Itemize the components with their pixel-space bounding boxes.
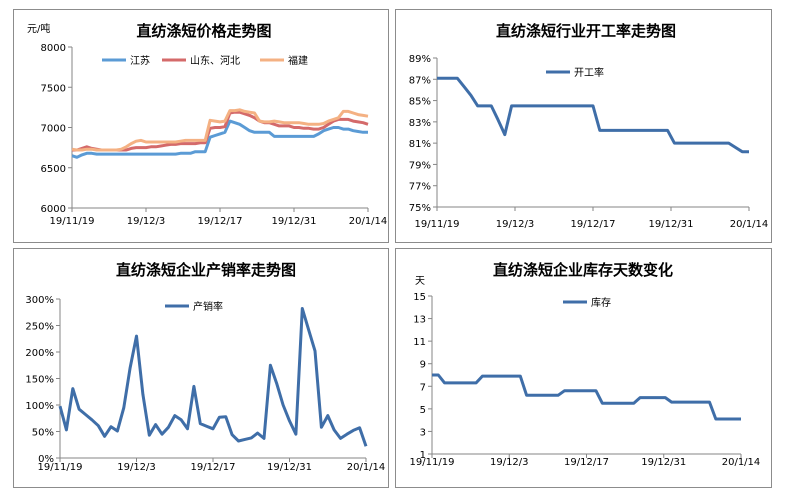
series-line-1 — [432, 373, 741, 421]
price-chart-panel: 直纺涤短价格走势图 元/吨 6000 6500 7000 7500 8000 19/11/… — [13, 9, 389, 243]
x-tick-label: 19/12/17 — [198, 216, 243, 227]
legend-label: 产销率 — [193, 300, 223, 313]
y-tick-label: 83% — [409, 118, 431, 129]
y-tick-label: 200% — [25, 348, 54, 359]
y-tick-label: 11 — [413, 337, 426, 348]
y-tick-label: 150% — [25, 375, 54, 386]
series-line-1 — [437, 76, 749, 154]
x-tick-label: 19/12/17 — [191, 462, 236, 473]
legend-label: 江苏 — [130, 54, 150, 67]
y-tick-label: 7 — [420, 382, 426, 393]
x-tick-label: 19/12/3 — [490, 457, 529, 468]
series-line-1 — [71, 119, 368, 159]
x-tick-label: 19/11/19 — [50, 216, 95, 227]
y-tick-label: 0% — [38, 454, 54, 465]
legend-label: 库存 — [591, 296, 611, 309]
y-tick-label: 81% — [409, 139, 431, 150]
price-trend-chart: 直纺涤短价格走势图 元/吨 6000 6500 7000 7500 8000 19/11/… — [27, 22, 388, 227]
y-tick-label: 250% — [25, 322, 54, 333]
y-tick-label: 15 — [413, 292, 426, 303]
x-tick-label: 19/12/31 — [649, 219, 694, 230]
x-tick-label: 19/12/31 — [267, 462, 312, 473]
y-tick-label: 75% — [409, 203, 431, 214]
x-tick-label: 20/1/14 — [722, 457, 761, 468]
y-tick-label: 85% — [409, 97, 431, 108]
y-tick-label: 3 — [420, 427, 426, 438]
y-tick-label: 6000 — [41, 204, 66, 215]
sales-rate-chart: 直纺涤短企业产销率走势图 0% 50% 100% 150% 200% 250% 300% 19… — [25, 261, 386, 473]
series-line-3 — [71, 108, 369, 152]
y-axis-unit: 天 — [415, 276, 425, 287]
legend-label: 山东、河北 — [190, 54, 240, 67]
x-tick-label: 19/12/3 — [117, 462, 156, 473]
x-tick-label: 20/1/14 — [347, 462, 386, 473]
series-line-1 — [58, 307, 368, 447]
y-tick-label: 13 — [413, 315, 426, 326]
x-tick-label: 20/1/14 — [349, 216, 388, 227]
y-tick-label: 9 — [420, 360, 426, 371]
x-tick-label: 19/12/3 — [127, 216, 166, 227]
y-tick-label: 1 — [420, 450, 426, 461]
y-tick-label: 300% — [25, 295, 54, 306]
x-tick-label: 19/11/19 — [38, 462, 83, 473]
y-tick-label: 100% — [25, 401, 54, 412]
y-tick-label: 79% — [409, 160, 431, 171]
y-tick-label: 89% — [409, 54, 431, 65]
chart-title: 直纺涤短行业开工率走势图 — [496, 22, 676, 40]
chart-title: 直纺涤短价格走势图 — [136, 22, 271, 40]
y-axis-unit: 元/吨 — [27, 22, 50, 35]
x-tick-label: 19/12/31 — [641, 457, 686, 468]
operating-rate-chart: 直纺涤短行业开工率走势图 75% 77% 79% 81% 83% 85% 87% 89% 19/… — [409, 22, 769, 230]
x-tick-label: 19/12/3 — [496, 219, 535, 230]
x-tick-label: 20/1/14 — [730, 219, 769, 230]
inventory-days-chart-panel: 直纺涤短企业库存天数变化 天 1 3 5 7 9 11 13 15 19/11/19 19/12/… — [395, 248, 772, 488]
legend-label: 开工率 — [574, 66, 604, 79]
x-tick-label: 19/11/19 — [415, 219, 460, 230]
chart-title: 直纺涤短企业库存天数变化 — [493, 261, 673, 279]
y-tick-label: 5 — [420, 405, 426, 416]
y-tick-label: 7500 — [41, 83, 66, 94]
x-tick-label: 19/11/19 — [410, 457, 455, 468]
operating-rate-chart-panel: 直纺涤短行业开工率走势图 75% 77% 79% 81% 83% 85% 87% 89% 19/… — [395, 9, 772, 243]
y-tick-label: 7000 — [41, 124, 66, 135]
y-tick-label: 77% — [409, 182, 431, 193]
sales-rate-chart-panel: 直纺涤短企业产销率走势图 0% 50% 100% 150% 200% 250% 300% 19… — [13, 248, 389, 488]
x-tick-label: 19/12/17 — [571, 219, 616, 230]
y-tick-label: 87% — [409, 75, 431, 86]
y-tick-label: 8000 — [41, 43, 66, 54]
legend-label: 福建 — [288, 54, 308, 67]
y-tick-label: 6500 — [41, 164, 66, 175]
x-tick-label: 19/12/31 — [272, 216, 317, 227]
x-tick-label: 19/12/17 — [564, 457, 609, 468]
y-tick-label: 50% — [32, 428, 54, 439]
chart-title: 直纺涤短企业产销率走势图 — [116, 261, 296, 279]
